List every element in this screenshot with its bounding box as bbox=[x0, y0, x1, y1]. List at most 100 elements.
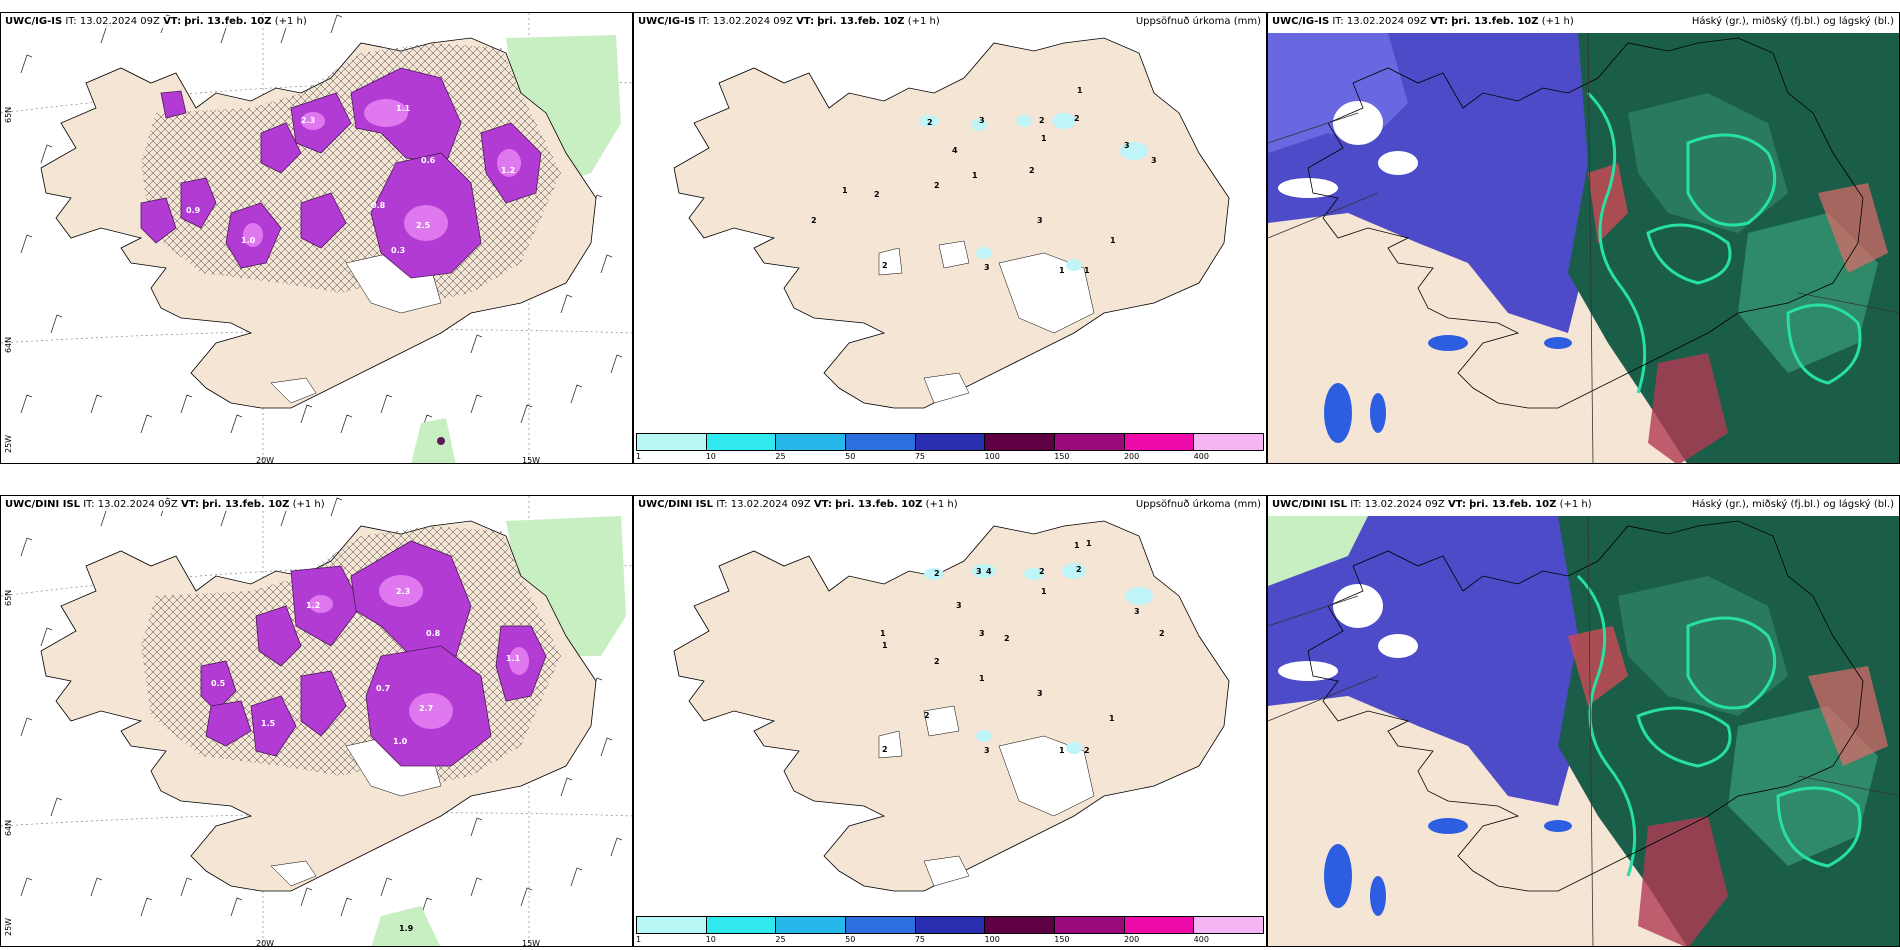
precip-map: 2 3 2 2 4 1 2 2 1 2 1 2 3 1 3 1 1 2 3 3 … bbox=[634, 13, 1266, 463]
svg-text:2: 2 bbox=[874, 190, 880, 199]
colorbar-swatch bbox=[706, 917, 777, 933]
colorbar-tick: 75 bbox=[914, 935, 926, 944]
colorbar-tick: 100 bbox=[984, 935, 1000, 944]
lat-label-bottom: 64N bbox=[4, 336, 13, 353]
svg-text:2: 2 bbox=[811, 216, 817, 225]
lon-label-20w: 20W bbox=[256, 939, 275, 947]
colorbar-tick: 1 bbox=[636, 935, 642, 944]
svg-text:0.7: 0.7 bbox=[376, 684, 390, 693]
svg-text:3: 3 bbox=[979, 629, 985, 638]
svg-text:3: 3 bbox=[956, 601, 962, 610]
colorbar-tick: 25 bbox=[775, 935, 786, 944]
svg-text:2: 2 bbox=[934, 569, 940, 578]
panel-precip-row2: 2 3 4 2 2 3 1 2 3 2 1 1 1 2 3 1 3 1 2 2 … bbox=[633, 495, 1267, 947]
colorbar-swatch bbox=[846, 434, 916, 450]
svg-text:1.0: 1.0 bbox=[393, 737, 408, 746]
colorbar-tick: 200 bbox=[1123, 935, 1140, 944]
lon-label-15w: 15W bbox=[522, 939, 541, 947]
colorbar-tick: 150 bbox=[1054, 452, 1070, 461]
svg-text:2: 2 bbox=[1076, 565, 1082, 574]
colorbar-tick: 50 bbox=[845, 452, 856, 461]
colorbar-tick: 75 bbox=[914, 452, 926, 461]
snow-map: 1.1 2.5 2.3 0.6 0.8 1.0 0.3 0.9 1.2 bbox=[1, 13, 632, 463]
svg-text:4: 4 bbox=[986, 567, 992, 576]
precip-colorbar bbox=[636, 433, 1264, 451]
svg-text:2: 2 bbox=[1029, 166, 1035, 175]
colorbar-swatch bbox=[1055, 434, 1125, 450]
colorbar-swatch bbox=[915, 917, 986, 933]
svg-text:2: 2 bbox=[1039, 116, 1045, 125]
svg-text:2: 2 bbox=[934, 181, 940, 190]
panel-snow-row2: 2.3 2.7 1.2 0.8 0.7 1.5 1.0 0.5 1.1 1.9 … bbox=[0, 495, 633, 947]
panel-header: UWC/DINI ISL IT: 13.02.2024 09Z VT: þri.… bbox=[3, 499, 327, 511]
colorbar-swatch bbox=[985, 434, 1056, 450]
svg-text:1.5: 1.5 bbox=[261, 719, 276, 728]
panel-header: UWC/DINI ISL IT: 13.02.2024 09Z VT: þri.… bbox=[636, 499, 960, 511]
panel-clouds-row1: UWC/IG-IS IT: 13.02.2024 09Z VT: þri. 13… bbox=[1267, 12, 1900, 464]
colorbar-swatch bbox=[1194, 434, 1264, 450]
colorbar-ticks: 1 10 25 50 75 100 150 200 400 bbox=[636, 935, 1264, 945]
svg-text:1.0: 1.0 bbox=[241, 236, 256, 245]
svg-text:1: 1 bbox=[882, 641, 888, 650]
colorbar-tick: 50 bbox=[845, 935, 856, 944]
lon-label-corner: 25W bbox=[4, 917, 13, 936]
colorbar-tick: 10 bbox=[705, 452, 716, 461]
colorbar-swatch bbox=[1124, 917, 1195, 933]
svg-text:2.5: 2.5 bbox=[416, 221, 431, 230]
colorbar-tick: 400 bbox=[1193, 452, 1209, 461]
svg-text:1.1: 1.1 bbox=[506, 654, 521, 663]
svg-text:1: 1 bbox=[1041, 134, 1047, 143]
svg-text:3: 3 bbox=[1037, 216, 1043, 225]
colorbar-swatch bbox=[776, 434, 847, 450]
panel-header: UWC/IG-IS IT: 13.02.2024 09Z VT: þri. 13… bbox=[1270, 16, 1576, 28]
svg-text:1: 1 bbox=[880, 629, 886, 638]
lon-label-20w: 20W bbox=[256, 456, 275, 464]
svg-text:2: 2 bbox=[882, 745, 888, 754]
colorbar-tick: 200 bbox=[1123, 452, 1140, 461]
svg-text:1: 1 bbox=[1077, 86, 1083, 95]
svg-text:1: 1 bbox=[842, 186, 848, 195]
panel-title: Uppsöfnuð úrkoma (mm) bbox=[1133, 16, 1263, 28]
precip-colorbar bbox=[636, 916, 1264, 934]
svg-text:2: 2 bbox=[1004, 634, 1010, 643]
svg-text:3: 3 bbox=[979, 116, 985, 125]
svg-text:2.3: 2.3 bbox=[301, 116, 315, 125]
svg-text:1: 1 bbox=[1059, 266, 1065, 275]
panel-snow-row1: 1.1 2.5 2.3 0.6 0.8 1.0 0.3 0.9 1.2 UWC/… bbox=[0, 12, 633, 464]
colorbar-swatch bbox=[1194, 917, 1264, 933]
svg-text:0.5: 0.5 bbox=[211, 679, 226, 688]
svg-text:0.8: 0.8 bbox=[426, 629, 441, 638]
svg-text:2.7: 2.7 bbox=[419, 704, 433, 713]
svg-text:0.6: 0.6 bbox=[421, 156, 436, 165]
svg-text:0.8: 0.8 bbox=[371, 201, 386, 210]
colorbar-swatch bbox=[637, 917, 707, 933]
svg-text:2: 2 bbox=[924, 711, 930, 720]
svg-text:1.9: 1.9 bbox=[399, 924, 414, 933]
svg-text:1: 1 bbox=[979, 674, 985, 683]
panel-clouds-row2: UWC/DINI ISL IT: 13.02.2024 09Z VT: þri.… bbox=[1267, 495, 1900, 947]
colorbar-tick: 100 bbox=[984, 452, 1000, 461]
colorbar-swatch bbox=[915, 434, 986, 450]
svg-text:2: 2 bbox=[1159, 629, 1165, 638]
svg-text:1.1: 1.1 bbox=[396, 104, 411, 113]
svg-text:2: 2 bbox=[1039, 567, 1045, 576]
colorbar-swatch bbox=[1055, 917, 1125, 933]
precip-map: 2 3 4 2 2 3 1 2 3 2 1 1 1 2 3 1 3 1 2 2 … bbox=[634, 496, 1266, 946]
panel-title: Háský (gr.), miðský (fj.bl.) og lágský (… bbox=[1689, 499, 1896, 511]
colorbar-swatch bbox=[846, 917, 916, 933]
svg-text:0.9: 0.9 bbox=[186, 206, 201, 215]
lat-label-top: 65N bbox=[4, 589, 13, 606]
svg-text:1: 1 bbox=[1059, 746, 1065, 755]
panel-header: UWC/DINI ISL IT: 13.02.2024 09Z VT: þri.… bbox=[1270, 499, 1594, 511]
colorbar-swatch bbox=[776, 917, 847, 933]
colorbar-tick: 1 bbox=[636, 452, 642, 461]
colorbar-tick: 150 bbox=[1054, 935, 1070, 944]
svg-text:1: 1 bbox=[1110, 236, 1116, 245]
svg-text:4: 4 bbox=[952, 146, 958, 155]
svg-text:2: 2 bbox=[882, 261, 888, 270]
svg-text:3: 3 bbox=[1151, 156, 1157, 165]
svg-text:3: 3 bbox=[984, 263, 990, 272]
cloud-map bbox=[1268, 13, 1899, 463]
svg-text:3: 3 bbox=[1037, 689, 1043, 698]
svg-text:0.3: 0.3 bbox=[391, 246, 405, 255]
